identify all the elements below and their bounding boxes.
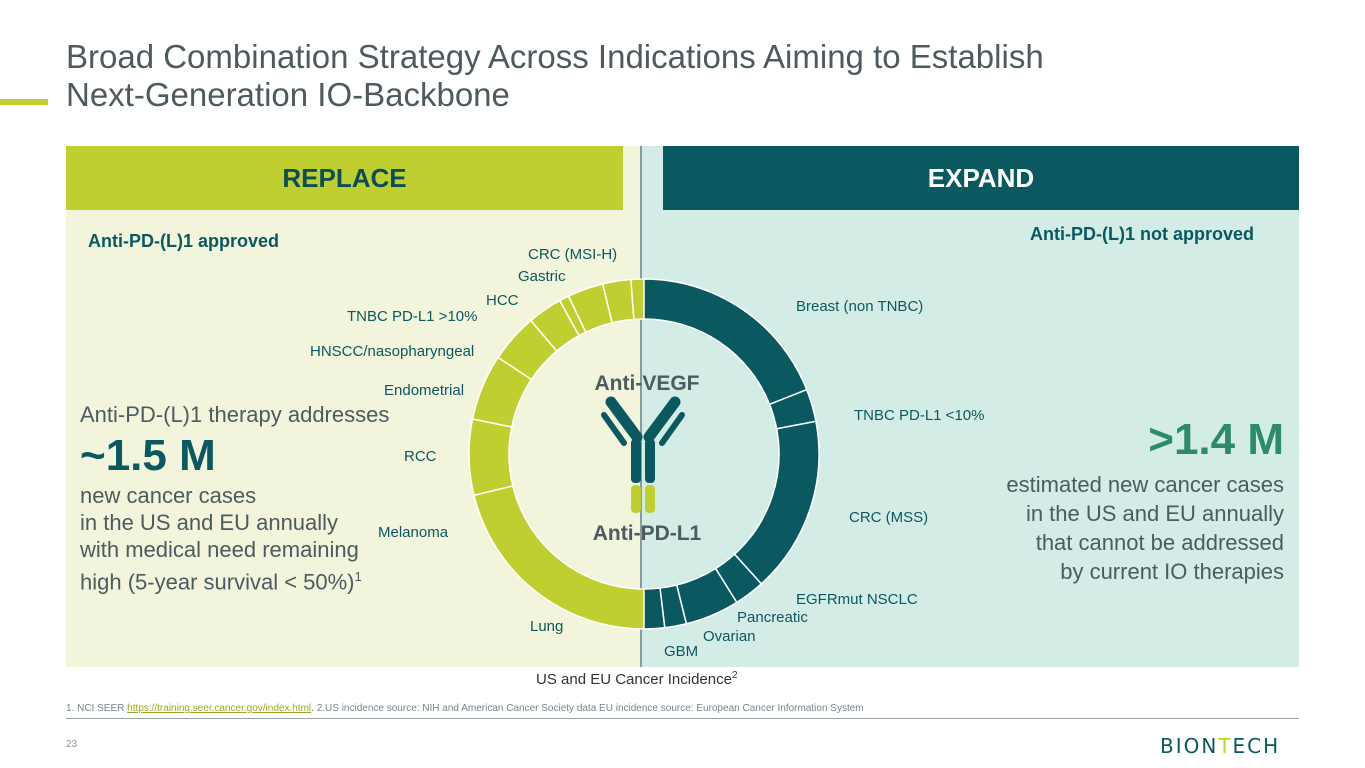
chart-caption-text: US and EU Cancer Incidence xyxy=(536,671,732,688)
replace-summary: Anti-PD-(L)1 therapy addresses ~1.5 M ne… xyxy=(80,402,480,595)
expand-desc-line: by current IO therapies xyxy=(1060,559,1284,584)
page-title-line-2: Next-Generation IO-Backbone xyxy=(66,76,510,113)
segment-label-tnbc-high: TNBC PD-L1 >10% xyxy=(347,308,478,325)
approved-tag: Anti-PD-(L)1 approved xyxy=(88,231,279,251)
expand-header: EXPAND xyxy=(663,146,1299,210)
donut-segment-breast-non-tnbc xyxy=(643,278,808,406)
logo-part-1: BION xyxy=(1160,734,1219,758)
segment-label-lung: Lung xyxy=(530,618,564,635)
segment-label-rcc: RCC xyxy=(404,448,437,465)
footnote-ref-2: 2 xyxy=(731,670,738,681)
segment-label-hcc: HCC xyxy=(486,292,519,309)
chart-caption: US and EU Cancer Incidence2 xyxy=(536,670,738,688)
segment-label-pancreatic: Pancreatic xyxy=(737,609,808,626)
replace-desc-line: in the US and EU annually xyxy=(80,510,339,535)
replace-desc-line: with medical need remaining xyxy=(80,537,359,562)
biontech-logo: BIONTECH xyxy=(1160,734,1280,758)
expand-description: estimated new cancer cases in the US and… xyxy=(924,470,1284,586)
donut-segment-melanoma xyxy=(468,418,514,497)
footnote-suffix: . 2.US incidence source: NIH and America… xyxy=(311,703,864,714)
replace-desc-line: high (5-year survival < 50%)1 xyxy=(80,563,480,595)
segment-label-crc-mss: CRC (MSS) xyxy=(849,509,929,526)
footnote: 1. NCI SEER https://training.seer.cancer… xyxy=(66,703,864,714)
donut-segments xyxy=(468,278,820,630)
title-accent-bar xyxy=(0,99,48,105)
replace-desc-line-text: high (5-year survival < 50%) xyxy=(80,569,355,595)
segment-label-gbm: GBM xyxy=(664,643,699,660)
logo-part-3: ECH xyxy=(1232,734,1281,758)
segment-label-tnbc-low: TNBC PD-L1 <10% xyxy=(854,407,985,424)
footer-rule xyxy=(66,718,1299,719)
anti-vegf-label: Anti-VEGF xyxy=(594,372,700,395)
donut-segment-lung xyxy=(473,485,645,630)
expand-summary: >1.4 M estimated new cancer cases in the… xyxy=(924,412,1284,586)
not-approved-tag: Anti-PD-(L)1 not approved xyxy=(1030,224,1254,244)
footnote-ref-1: 1 xyxy=(354,569,362,584)
segment-label-melanoma: Melanoma xyxy=(378,524,449,541)
segment-label-endometrial: Endometrial xyxy=(384,382,465,399)
expand-big-number: >1.4 M xyxy=(1148,415,1284,464)
expand-desc-line: estimated new cancer cases xyxy=(1006,472,1284,497)
replace-desc-line: new cancer cases xyxy=(80,483,257,508)
replace-description: new cancer cases in the US and EU annual… xyxy=(80,482,480,595)
segment-label-breast: Breast (non TNBC) xyxy=(796,298,924,315)
segment-label-hnscc: HNSCC/nasopharyngeal xyxy=(310,343,475,360)
logo-part-2: T xyxy=(1218,734,1233,758)
anti-pdl1-label: Anti-PD-L1 xyxy=(592,522,702,545)
seer-link[interactable]: https://training.seer.cancer.gov/index.h… xyxy=(127,703,312,714)
expand-desc-line: that cannot be addressed xyxy=(1035,530,1284,555)
segment-label-egfrmut-nsclc: EGFRmut NSCLC xyxy=(796,591,918,608)
page-title-line-1: Broad Combination Strategy Across Indica… xyxy=(66,38,1044,75)
replace-header: REPLACE xyxy=(66,146,623,210)
panel-divider xyxy=(640,146,642,667)
segment-label-gastric: Gastric xyxy=(518,268,566,285)
donut-segment-crc-mss xyxy=(733,420,820,585)
footnote-prefix: 1. NCI SEER xyxy=(66,703,128,714)
replace-intro: Anti-PD-(L)1 therapy addresses xyxy=(80,402,390,427)
replace-big-number: ~1.5 M xyxy=(80,431,216,480)
page-title: Broad Combination Strategy Across Indica… xyxy=(66,38,1266,114)
segment-label-crc-msi-h: CRC (MSI-H) xyxy=(528,246,618,263)
page-number: 23 xyxy=(66,739,78,750)
expand-desc-line: in the US and EU annually xyxy=(1025,501,1284,526)
segment-label-ovarian: Ovarian xyxy=(703,628,756,645)
antibody-icon xyxy=(601,396,685,513)
